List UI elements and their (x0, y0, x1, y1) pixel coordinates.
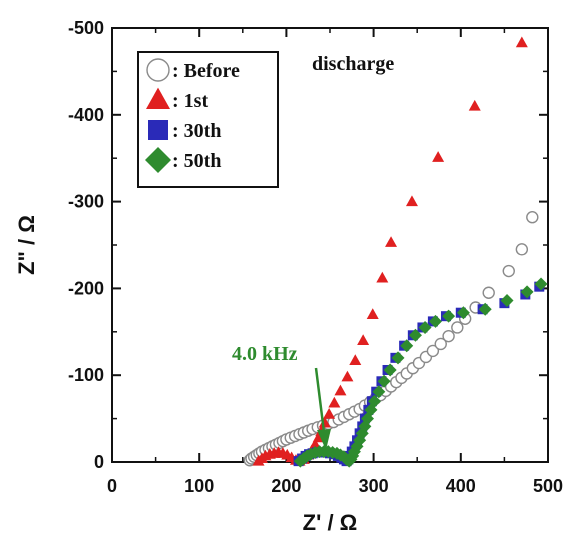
data-point (502, 264, 515, 278)
discharge-label: discharge (312, 53, 394, 75)
data-point (318, 416, 331, 428)
axis-ticks (111, 27, 549, 463)
data-point (451, 321, 464, 334)
legend-marker (146, 58, 170, 82)
data-point (366, 308, 379, 319)
data-point (349, 354, 362, 365)
data-point (334, 384, 347, 396)
data-point (442, 329, 455, 343)
data-point (526, 211, 539, 224)
data-point (367, 394, 381, 408)
legend-label: : 50th (172, 150, 221, 172)
data-point (400, 339, 414, 353)
legend-marker (145, 147, 171, 173)
data-point (468, 99, 481, 111)
data-point (426, 344, 440, 358)
data-point (328, 396, 341, 408)
data-marks (243, 36, 548, 468)
series-3 (293, 277, 548, 468)
x-tick-label: 100 (184, 476, 214, 496)
data-point (377, 374, 391, 388)
x-tick-label: 400 (446, 476, 476, 496)
legend-marker (146, 87, 170, 109)
y-tick-label: -100 (68, 365, 104, 385)
data-point (432, 151, 445, 162)
data-point (482, 286, 495, 299)
x-axis-title: Z' / Ω (303, 510, 358, 535)
data-point (534, 277, 548, 291)
data-point (515, 243, 529, 256)
frequency-label: 4.0 kHz (232, 343, 298, 365)
data-point (391, 351, 405, 365)
data-point (442, 309, 456, 323)
data-point (323, 408, 336, 419)
series-2 (293, 281, 545, 467)
data-point (515, 36, 528, 48)
data-point (372, 385, 386, 399)
data-point (429, 314, 443, 328)
y-tick-label: -500 (68, 18, 104, 38)
legend: : Before : 1st : 30th : 50th (137, 51, 279, 188)
legend-label: : 30th (172, 120, 221, 142)
data-point (341, 370, 354, 382)
y-tick-label: 0 (94, 452, 104, 472)
data-point (418, 320, 432, 334)
data-point (383, 363, 397, 377)
frequency-arrow-line (314, 367, 326, 433)
frequency-arrow-head (317, 429, 331, 450)
series-0 (243, 211, 539, 467)
y-tick-label: -400 (68, 105, 104, 125)
legend-items: : Before : 1st : 30th : 50th (145, 58, 240, 173)
x-tick-label: 0 (107, 476, 117, 496)
x-tick-label: 300 (359, 476, 389, 496)
data-point (357, 334, 370, 345)
data-point (456, 306, 470, 320)
data-point (500, 294, 514, 308)
data-point (434, 337, 447, 351)
data-point (376, 271, 389, 283)
data-point (520, 285, 534, 299)
data-point (385, 236, 398, 247)
x-tick-label: 500 (533, 476, 563, 496)
data-point (478, 302, 492, 316)
legend-label: : Before (172, 60, 240, 82)
axis-tick-labels: 0 100 200 300 400 500 0 -100 -200 -300 -400 -500 (68, 18, 563, 496)
legend-label: : 1st (172, 90, 208, 112)
data-point (408, 328, 422, 342)
x-tick-label: 200 (271, 476, 301, 496)
legend-marker (148, 120, 168, 140)
y-tick-label: -300 (68, 192, 104, 212)
y-axis-title: Z" / Ω (14, 215, 39, 275)
series-1 (252, 36, 528, 466)
data-point (405, 195, 418, 207)
y-tick-label: -200 (68, 278, 104, 298)
